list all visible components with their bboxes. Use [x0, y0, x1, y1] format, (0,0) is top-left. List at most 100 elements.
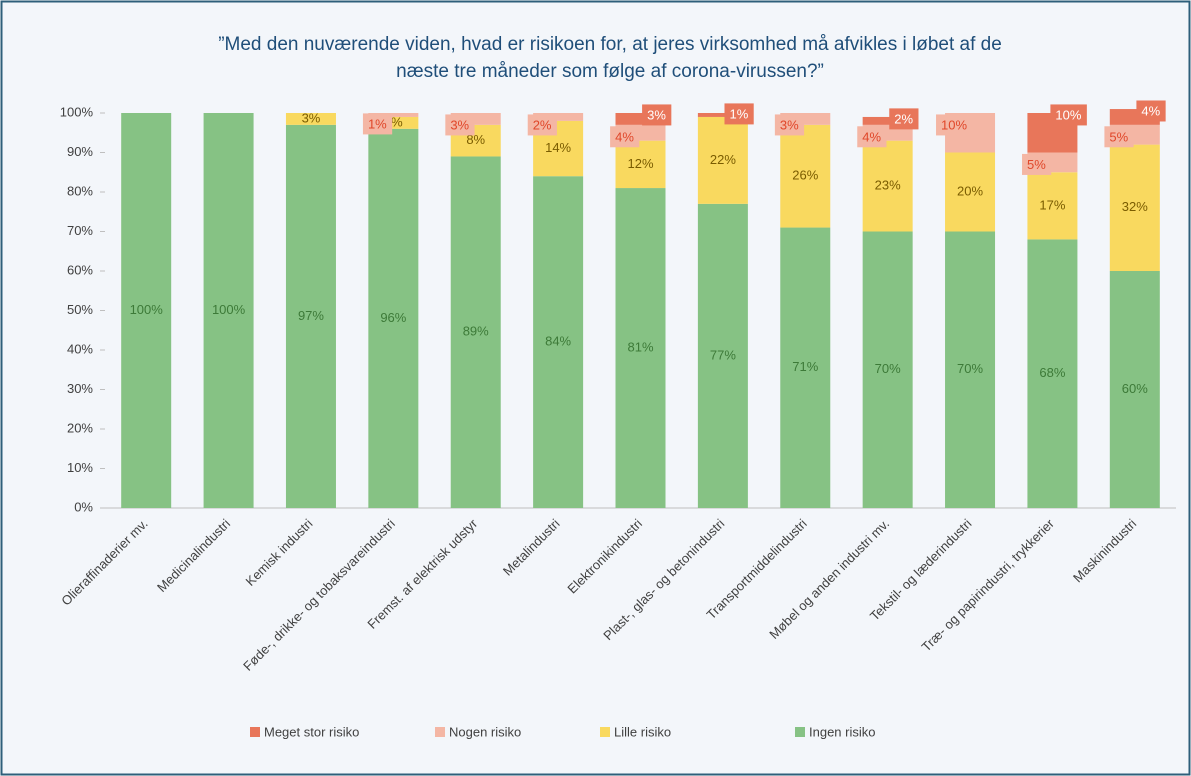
- bar-segment: [368, 116, 419, 129]
- label-box: [724, 103, 754, 125]
- y-tick-label: 50%: [67, 302, 93, 317]
- data-label: 3%: [450, 117, 469, 132]
- bar-segment: [780, 113, 831, 125]
- data-label: 84%: [545, 334, 571, 349]
- bar-segment: [697, 203, 748, 508]
- bar-segment: [615, 140, 666, 189]
- label-box: [362, 113, 393, 135]
- bar-segment: [1109, 271, 1160, 508]
- bar-segment: [1027, 172, 1078, 240]
- bar-segment: [862, 140, 913, 232]
- data-label: 1%: [368, 116, 387, 131]
- legend-label: Nogen risiko: [449, 724, 521, 739]
- bar-segment: [533, 113, 584, 121]
- bar-segment: [450, 113, 501, 125]
- label-box: [642, 104, 672, 126]
- data-label: 20%: [957, 183, 983, 198]
- data-label: 8%: [466, 132, 485, 147]
- legend-label: Meget stor risiko: [264, 724, 359, 739]
- legend-swatch: [795, 727, 805, 737]
- bar-segment: [615, 113, 666, 125]
- bar-segment: [945, 231, 996, 508]
- y-tick-label: 70%: [67, 223, 93, 238]
- y-tick-label: 80%: [67, 183, 93, 198]
- data-label: 100%: [212, 302, 246, 317]
- data-label: 4%: [1141, 103, 1160, 118]
- label-box: [1022, 153, 1052, 175]
- bar-segment: [780, 227, 831, 509]
- label-box: [610, 126, 640, 148]
- label-box: [445, 114, 475, 136]
- title-line: næste tre måneder som følge af corona-vi…: [396, 61, 824, 82]
- legend-label: Ingen risiko: [809, 724, 875, 739]
- bar-segment: [121, 113, 172, 508]
- bar-segment: [450, 156, 501, 508]
- data-label: 1%: [729, 106, 748, 121]
- data-label: 5%: [1027, 157, 1046, 172]
- bar-segment: [945, 152, 996, 232]
- bar-segment: [1027, 239, 1078, 508]
- data-label: 89%: [463, 324, 489, 339]
- legend-swatch: [250, 727, 260, 737]
- data-label: 3%: [647, 107, 666, 122]
- data-label: 70%: [875, 361, 901, 376]
- label-box: [527, 114, 557, 136]
- data-label: 77%: [710, 347, 736, 362]
- label-box: [1104, 126, 1134, 148]
- label-box: [1050, 104, 1087, 126]
- bar-segment: [368, 113, 419, 117]
- data-label: 23%: [875, 178, 901, 193]
- bar-segment: [285, 124, 336, 508]
- label-box: [774, 114, 805, 136]
- data-label: 5%: [1109, 129, 1128, 144]
- label-box: [889, 108, 919, 130]
- chart-title: ”Med den nuværende viden, hvad er risiko…: [218, 34, 1002, 82]
- bar-segment: [368, 128, 419, 509]
- y-tick-label: 20%: [67, 420, 93, 435]
- bar-segment: [533, 176, 584, 508]
- data-label: 32%: [1122, 199, 1148, 214]
- y-tick-label: 40%: [67, 341, 93, 356]
- bar-segment: [203, 113, 254, 508]
- data-label: 4%: [862, 129, 881, 144]
- data-label: 17%: [1039, 197, 1065, 212]
- y-tick-label: 60%: [67, 262, 93, 277]
- data-label: 3%: [780, 117, 799, 132]
- data-label: 96%: [380, 310, 406, 325]
- bar-segment: [780, 124, 831, 228]
- data-label: 14%: [545, 140, 571, 155]
- y-tick-label: 100%: [60, 104, 94, 119]
- data-label: 71%: [792, 359, 818, 374]
- data-label: 100%: [130, 302, 164, 317]
- bar-segment: [862, 116, 913, 125]
- y-tick-label: 10%: [67, 460, 93, 475]
- data-label: 2%: [894, 111, 913, 126]
- bar-segment: [697, 113, 748, 117]
- bar-segment: [285, 113, 336, 125]
- data-label: 26%: [792, 168, 818, 183]
- label-box: [1136, 100, 1166, 122]
- y-tick-label: 90%: [67, 144, 93, 159]
- y-tick-label: 30%: [67, 381, 93, 396]
- data-label: 81%: [627, 339, 653, 354]
- title-line: ”Med den nuværende viden, hvad er risiko…: [218, 34, 1002, 55]
- legend-swatch: [600, 727, 610, 737]
- data-label: 60%: [1122, 381, 1148, 396]
- bar-segment: [1109, 144, 1160, 271]
- data-label: 68%: [1039, 365, 1065, 380]
- bar-segment: [615, 188, 666, 509]
- data-label: 97%: [298, 308, 324, 323]
- data-label: 10%: [941, 117, 967, 132]
- data-label: 3%: [302, 110, 321, 125]
- data-label: 2%: [533, 117, 552, 132]
- bar-segment: [697, 116, 748, 204]
- y-tick-label: 0%: [74, 499, 93, 514]
- data-label: 10%: [1055, 107, 1081, 122]
- data-label: 70%: [957, 361, 983, 376]
- label-box: [857, 126, 887, 148]
- label-box: [936, 114, 973, 136]
- data-label: 4%: [615, 129, 634, 144]
- bar-segment: [862, 231, 913, 508]
